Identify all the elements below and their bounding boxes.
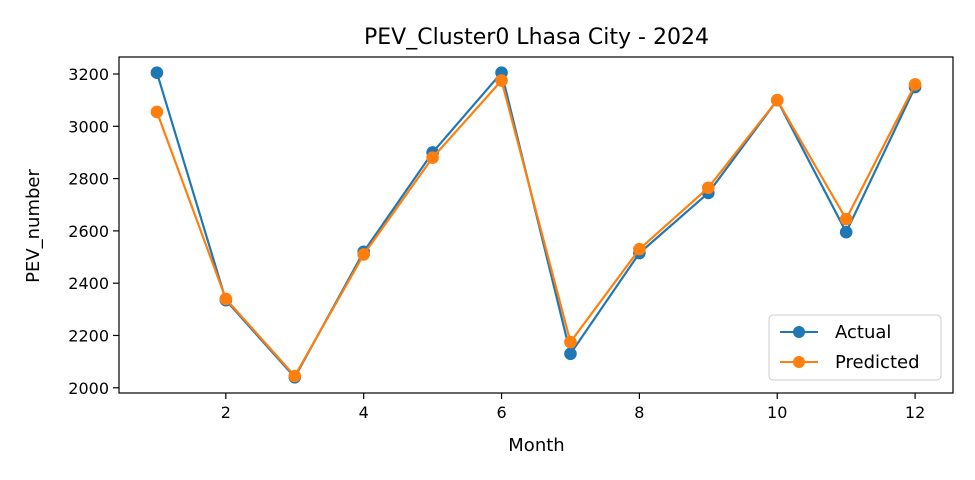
y-tick-label: 2400 — [68, 274, 109, 293]
predicted-point — [702, 181, 715, 195]
predicted-point — [426, 151, 439, 164]
predicted-point — [357, 248, 370, 261]
legend-actual-label: Actual — [835, 322, 891, 343]
y-tick-label: 2200 — [68, 326, 109, 345]
predicted-point — [150, 105, 164, 119]
predicted-point — [839, 212, 853, 226]
actual-point — [564, 347, 577, 361]
x-tick-label: 4 — [359, 403, 369, 422]
x-axis: 2 4 6 8 10 12 — [221, 393, 925, 422]
legend-predicted-marker — [793, 356, 805, 368]
x-tick-label: 6 — [496, 403, 506, 422]
predicted-point — [770, 93, 784, 107]
predicted-point — [908, 78, 922, 91]
x-tick-label: 12 — [905, 403, 925, 422]
y-tick-label: 2600 — [68, 222, 109, 241]
plot-frame — [118, 56, 954, 394]
predicted-point — [288, 369, 302, 383]
actual-point — [839, 225, 853, 239]
y-tick-label: 2000 — [68, 379, 109, 398]
y-tick-label: 3200 — [68, 65, 109, 84]
predicted-line — [155, 79, 917, 378]
x-tick-label: 10 — [767, 403, 787, 422]
predicted-point — [633, 242, 646, 256]
x-axis-label: Month — [508, 435, 564, 456]
x-tick-label: 2 — [221, 403, 231, 422]
legend-actual-marker — [793, 326, 805, 338]
legend: Actual Predicted — [768, 314, 942, 381]
y-tick-label: 3000 — [68, 117, 109, 136]
series-layer — [150, 66, 922, 384]
legend-predicted-label: Predicted — [835, 352, 920, 373]
actual-point — [150, 66, 164, 79]
predicted-point — [219, 292, 233, 306]
predicted-point — [564, 335, 577, 349]
predicted-point — [495, 74, 508, 87]
y-axis-label: PEV_number — [23, 169, 44, 283]
y-tick-label: 2800 — [68, 170, 109, 189]
y-axis: 2000 2200 2400 2600 2800 3000 3200 — [68, 65, 119, 398]
x-tick-label: 8 — [634, 403, 644, 422]
chart-title: PEV_Cluster0 Lhasa City - 2024 — [364, 25, 709, 50]
